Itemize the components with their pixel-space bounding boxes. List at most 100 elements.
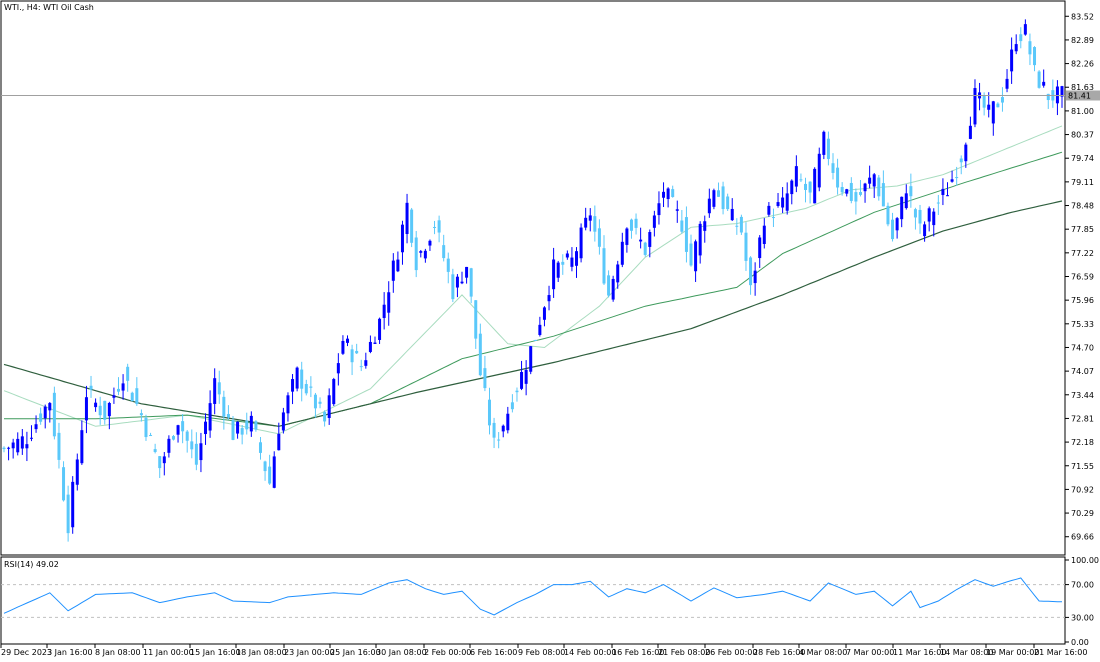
candle[interactable] xyxy=(831,153,835,180)
candle[interactable] xyxy=(497,432,501,449)
candle[interactable] xyxy=(84,385,88,434)
candle[interactable] xyxy=(547,285,551,311)
candle[interactable] xyxy=(341,335,345,355)
candle[interactable] xyxy=(391,253,395,293)
candle[interactable] xyxy=(442,234,446,262)
candle[interactable] xyxy=(689,234,693,267)
candle[interactable] xyxy=(520,360,524,391)
candle[interactable] xyxy=(483,355,487,392)
candle[interactable] xyxy=(327,388,331,425)
candle[interactable] xyxy=(1037,70,1041,89)
candle[interactable] xyxy=(900,196,904,228)
candle[interactable] xyxy=(194,432,198,471)
candle[interactable] xyxy=(103,400,107,425)
candle[interactable] xyxy=(135,377,139,406)
candle[interactable] xyxy=(355,343,359,354)
candle[interactable] xyxy=(126,363,130,392)
candle[interactable] xyxy=(158,455,162,479)
candle[interactable] xyxy=(904,184,908,210)
candle[interactable] xyxy=(80,420,84,465)
candle[interactable] xyxy=(121,374,125,400)
candle[interactable] xyxy=(593,205,597,242)
candle[interactable] xyxy=(588,208,592,232)
candle[interactable] xyxy=(190,429,194,459)
candle[interactable] xyxy=(680,209,684,234)
candle[interactable] xyxy=(643,241,647,257)
candle[interactable] xyxy=(767,202,771,217)
candle[interactable] xyxy=(1000,87,1004,112)
candle[interactable] xyxy=(973,79,977,128)
candle[interactable] xyxy=(849,177,853,204)
candle[interactable] xyxy=(826,131,830,166)
candle[interactable] xyxy=(446,252,450,284)
candle[interactable] xyxy=(57,422,61,469)
candle[interactable] xyxy=(891,212,895,242)
candle[interactable] xyxy=(240,425,244,445)
candle[interactable] xyxy=(863,182,867,203)
candle[interactable] xyxy=(245,412,249,435)
candle[interactable] xyxy=(845,188,849,197)
candle[interactable] xyxy=(1060,85,1064,108)
candle[interactable] xyxy=(895,216,899,239)
candle[interactable] xyxy=(364,352,368,369)
candle[interactable] xyxy=(2,446,6,453)
candle[interactable] xyxy=(117,377,121,396)
candle[interactable] xyxy=(52,386,56,440)
candle[interactable] xyxy=(666,187,670,208)
candle[interactable] xyxy=(968,116,972,140)
candle[interactable] xyxy=(213,368,217,415)
candle[interactable] xyxy=(1042,69,1046,88)
candle[interactable] xyxy=(730,198,734,222)
candle[interactable] xyxy=(1005,69,1009,93)
candle[interactable] xyxy=(616,260,620,289)
candle[interactable] xyxy=(836,158,840,195)
candle[interactable] xyxy=(597,219,601,255)
candle[interactable] xyxy=(263,460,267,481)
candle[interactable] xyxy=(996,102,1000,108)
candle[interactable] xyxy=(918,204,922,234)
candle[interactable] xyxy=(281,407,285,434)
candle[interactable] xyxy=(675,200,679,223)
candle[interactable] xyxy=(694,239,698,282)
candle[interactable] xyxy=(410,207,414,248)
candle[interactable] xyxy=(272,451,276,489)
candle[interactable] xyxy=(982,92,986,116)
candle[interactable] xyxy=(515,387,519,402)
candle[interactable] xyxy=(39,407,43,425)
candle[interactable] xyxy=(932,208,936,237)
candle[interactable] xyxy=(382,292,386,330)
candle[interactable] xyxy=(524,360,528,396)
candle[interactable] xyxy=(529,345,533,375)
candle[interactable] xyxy=(199,432,203,473)
candle[interactable] xyxy=(671,185,675,198)
candle[interactable] xyxy=(171,434,175,441)
candle[interactable] xyxy=(277,422,281,451)
candle[interactable] xyxy=(378,317,382,344)
candle[interactable] xyxy=(822,130,826,160)
candle[interactable] xyxy=(346,335,350,347)
candle[interactable] xyxy=(323,410,327,427)
candle[interactable] xyxy=(808,181,812,204)
candle[interactable] xyxy=(817,147,821,192)
candle[interactable] xyxy=(749,256,753,295)
candle[interactable] xyxy=(872,172,876,198)
candle[interactable] xyxy=(313,392,317,418)
candle[interactable] xyxy=(66,485,70,542)
candle[interactable] xyxy=(359,359,363,372)
candle[interactable] xyxy=(428,239,432,251)
candle[interactable] xyxy=(130,391,134,402)
candle[interactable] xyxy=(739,214,743,235)
candle[interactable] xyxy=(217,370,221,404)
candle[interactable] xyxy=(620,232,624,268)
candle[interactable] xyxy=(400,220,404,265)
candle[interactable] xyxy=(790,179,794,205)
candle[interactable] xyxy=(478,323,482,377)
candle[interactable] xyxy=(886,202,890,227)
candle[interactable] xyxy=(350,344,354,376)
candle[interactable] xyxy=(226,405,230,420)
candle[interactable] xyxy=(510,394,514,413)
candle[interactable] xyxy=(611,275,615,302)
candle[interactable] xyxy=(153,443,157,454)
candle[interactable] xyxy=(433,220,437,235)
candle[interactable] xyxy=(34,415,38,433)
